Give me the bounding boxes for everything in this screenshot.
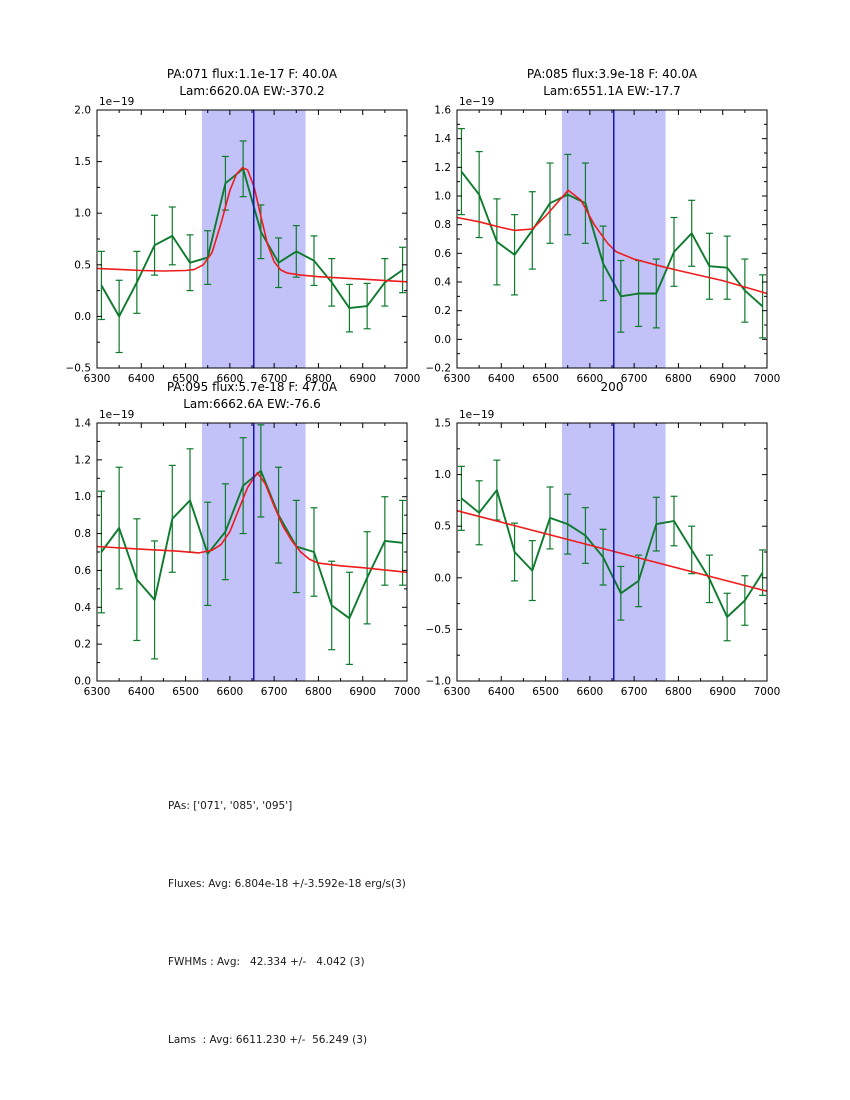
- svg-text:0.0: 0.0: [434, 572, 451, 584]
- subplot-title-line2: Lam:6620.0A EW:-370.2: [179, 84, 325, 98]
- svg-text:0.8: 0.8: [74, 528, 91, 540]
- svg-text:0.0: 0.0: [434, 334, 451, 346]
- summary-line-pas: PAs: ['071', '085', '095']: [168, 800, 293, 812]
- svg-text:6900: 6900: [349, 373, 376, 385]
- svg-text:6300: 6300: [84, 686, 111, 698]
- svg-text:7000: 7000: [394, 686, 421, 698]
- svg-text:0.5: 0.5: [434, 521, 451, 533]
- svg-text:6700: 6700: [621, 373, 648, 385]
- subplot-title: PA:095 flux:5.7e-18 F: 47.0A Lam:6662.6A…: [97, 379, 407, 413]
- subplot-title: PA:071 flux:1.1e-17 F: 40.0A Lam:6620.0A…: [97, 66, 407, 100]
- subplot-title-line2: Lam:6551.1A EW:-17.7: [543, 84, 681, 98]
- svg-text:6900: 6900: [709, 686, 736, 698]
- subplot-title: 200: [457, 379, 767, 396]
- svg-text:−0.2: −0.2: [426, 363, 452, 375]
- svg-text:6700: 6700: [261, 686, 288, 698]
- svg-text:6700: 6700: [261, 373, 288, 385]
- summary-line-fluxes: Fluxes: Avg: 6.804e-18 +/-3.592e-18 erg/…: [168, 878, 406, 890]
- chart-canvas-subplot4: 6300 6400 6500 6600 6700 6800 6900 7000 −1.0 −0.5…: [426, 409, 781, 698]
- svg-text:1.2: 1.2: [74, 454, 91, 466]
- summary-stats-block: PAs: ['071', '085', '095'] Fluxes: Avg: …: [168, 741, 406, 1100]
- svg-text:1.5: 1.5: [74, 156, 91, 168]
- svg-text:6800: 6800: [665, 373, 692, 385]
- chart-canvas-pa085: 6300 6400 6500 6600 6700 6800 6900 7000 −0.2 0.0 0…: [426, 96, 781, 385]
- svg-text:6500: 6500: [532, 373, 559, 385]
- svg-text:1e−19: 1e−19: [99, 96, 134, 108]
- svg-text:6900: 6900: [349, 686, 376, 698]
- subplot-pa085: PA:085 flux:3.9e-18 F: 40.0A Lam:6551.1A…: [395, 60, 785, 396]
- svg-text:2.0: 2.0: [74, 105, 91, 117]
- svg-text:0.0: 0.0: [74, 311, 91, 323]
- svg-text:6500: 6500: [172, 373, 199, 385]
- svg-text:0.5: 0.5: [74, 259, 91, 271]
- summary-line-lams: Lams : Avg: 6611.230 +/- 56.249 (3): [168, 1034, 368, 1046]
- subplot-title-line1: PA:071 flux:1.1e-17 F: 40.0A: [166, 67, 338, 81]
- svg-text:7000: 7000: [754, 686, 781, 698]
- svg-text:0.2: 0.2: [74, 639, 91, 651]
- svg-text:0.4: 0.4: [434, 277, 451, 289]
- svg-text:6400: 6400: [488, 373, 515, 385]
- svg-text:6800: 6800: [665, 686, 692, 698]
- svg-text:0.0: 0.0: [74, 676, 91, 688]
- subplot-title: PA:085 flux:3.9e-18 F: 40.0A Lam:6551.1A…: [457, 66, 767, 100]
- svg-text:−0.5: −0.5: [426, 624, 452, 636]
- svg-text:1.0: 1.0: [434, 191, 451, 203]
- svg-text:6500: 6500: [532, 686, 559, 698]
- subplot-title-line2: Lam:6662.6A EW:-76.6: [183, 397, 321, 411]
- svg-text:6400: 6400: [488, 686, 515, 698]
- svg-text:7000: 7000: [394, 373, 421, 385]
- svg-text:−1.0: −1.0: [426, 676, 452, 688]
- svg-text:1.0: 1.0: [74, 491, 91, 503]
- svg-text:6300: 6300: [84, 373, 111, 385]
- svg-text:6600: 6600: [216, 373, 243, 385]
- subplot-title-line1: PA:095 flux:5.7e-18 F: 47.0A: [166, 380, 338, 394]
- svg-text:1.4: 1.4: [74, 418, 91, 430]
- svg-text:6400: 6400: [128, 686, 155, 698]
- svg-text:6300: 6300: [444, 373, 471, 385]
- svg-text:6300: 6300: [444, 686, 471, 698]
- subplot-title-line1: PA:085 flux:3.9e-18 F: 40.0A: [526, 67, 698, 81]
- svg-text:1.2: 1.2: [434, 162, 451, 174]
- svg-text:1.0: 1.0: [74, 208, 91, 220]
- svg-text:6500: 6500: [172, 686, 199, 698]
- svg-text:1.6: 1.6: [434, 105, 451, 117]
- svg-text:6800: 6800: [305, 686, 332, 698]
- svg-text:1.0: 1.0: [434, 469, 451, 481]
- svg-text:1.4: 1.4: [434, 133, 451, 145]
- svg-text:7000: 7000: [754, 373, 781, 385]
- chart-canvas-200: 6300 6400 6500 6600 6700 6800 6900 7000 0.0 0.2 0.…: [74, 409, 421, 698]
- svg-text:1.5: 1.5: [434, 418, 451, 430]
- chart-canvas-pa071: 6300 6400 6500 6600 6700 6800 6900 7000 −0.5 0.0 0…: [66, 96, 421, 385]
- subplot-title-line2: 200: [600, 380, 624, 394]
- svg-text:6900: 6900: [709, 373, 736, 385]
- svg-text:6600: 6600: [576, 373, 603, 385]
- summary-line-fwhms: FWHMs : Avg: 42.334 +/- 4.042 (3): [168, 956, 365, 968]
- svg-text:6800: 6800: [305, 373, 332, 385]
- subplot-pa071: PA:071 flux:1.1e-17 F: 40.0A Lam:6620.0A…: [35, 60, 425, 396]
- svg-text:0.8: 0.8: [434, 219, 451, 231]
- svg-text:0.6: 0.6: [74, 565, 91, 577]
- svg-text:6400: 6400: [128, 373, 155, 385]
- svg-text:1e−19: 1e−19: [459, 96, 494, 108]
- svg-text:1e−19: 1e−19: [99, 409, 134, 421]
- subplot-pa095: PA:095 flux:5.7e-18 F: 47.0A Lam:6662.6A…: [35, 373, 425, 709]
- subplot-200: 200 6300 6400 6500 6600 6700 6800 6900 7000 −1.0…: [395, 373, 785, 709]
- svg-text:6700: 6700: [621, 686, 648, 698]
- svg-text:0.6: 0.6: [434, 248, 451, 260]
- svg-text:0.4: 0.4: [74, 602, 91, 614]
- svg-text:6600: 6600: [576, 686, 603, 698]
- svg-text:0.2: 0.2: [434, 305, 451, 317]
- svg-text:6600: 6600: [216, 686, 243, 698]
- svg-text:−0.5: −0.5: [66, 363, 92, 375]
- svg-text:1e−19: 1e−19: [459, 409, 494, 421]
